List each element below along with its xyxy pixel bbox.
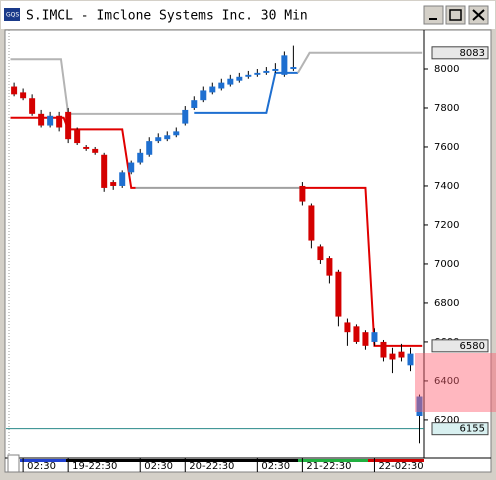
candle-body	[47, 115, 54, 126]
y-tick-label: 6800	[434, 298, 459, 309]
candle-body	[128, 162, 135, 173]
app-icon	[4, 8, 20, 21]
candle-body	[227, 78, 234, 85]
candle-body	[65, 111, 72, 140]
level-line	[10, 58, 186, 115]
candle-body	[281, 55, 288, 75]
price-tag	[431, 339, 489, 353]
y-tick-label: 7800	[434, 103, 459, 114]
price-tag	[431, 422, 489, 436]
candle-body	[398, 351, 405, 358]
candle-body	[335, 271, 342, 317]
candle-body	[389, 353, 396, 360]
price-tag	[431, 46, 489, 60]
candle-body	[110, 182, 117, 186]
candle-body	[236, 76, 243, 81]
level-line	[302, 186, 423, 347]
candle-body	[362, 332, 369, 346]
x-tick-label: 21-22:30	[306, 461, 351, 472]
close-icon	[472, 9, 485, 21]
candle-body	[191, 100, 198, 108]
session-segment	[368, 459, 424, 462]
scroll-box[interactable]	[7, 454, 20, 473]
candle-body	[20, 92, 27, 99]
candle-body	[155, 137, 162, 142]
candle-body	[209, 86, 216, 93]
x-tick-label: 02:30	[261, 461, 290, 472]
candle-body	[173, 131, 180, 136]
y-tick-label: 7000	[434, 259, 459, 270]
candle-body	[308, 205, 315, 241]
window-buttons[interactable]	[423, 5, 489, 25]
level-line	[10, 116, 136, 189]
candle-body	[299, 185, 306, 202]
session-segment	[66, 459, 298, 462]
y-tick-label: 6200	[434, 415, 459, 426]
candle-body	[11, 86, 18, 95]
candle-body	[101, 154, 108, 188]
candle-body	[56, 115, 63, 128]
highlight-region	[415, 353, 496, 412]
candle-body	[326, 258, 333, 276]
window-title: S.IMCL - Imclone Systems Inc. 30 Min	[26, 9, 308, 24]
x-tick-label: 22-02:30	[378, 461, 423, 472]
candle-body	[317, 246, 324, 261]
y-tick-label: 6400	[434, 376, 459, 387]
candle-body	[182, 109, 189, 124]
candle-body	[83, 146, 90, 149]
x-tick-label: 19-22:30	[72, 461, 117, 472]
y-tick-label: 7600	[434, 142, 459, 153]
y-tick-label: 7200	[434, 220, 459, 231]
candle-body	[407, 353, 414, 366]
x-tick-label: 02:30	[144, 461, 173, 472]
candle-body	[164, 135, 171, 140]
app-icon-text: GQS	[6, 12, 19, 19]
session-segment	[298, 459, 368, 462]
minimize-button[interactable]	[423, 5, 444, 25]
chart-area	[4, 29, 492, 473]
x-tick-label: 02:30	[27, 461, 56, 472]
candle-body	[353, 326, 360, 342]
candle-body	[290, 67, 297, 69]
candle-body	[344, 322, 351, 333]
session-bar	[20, 459, 424, 462]
price-tag-label: 6580	[460, 341, 485, 352]
candle-body	[272, 68, 279, 71]
candle-body	[245, 74, 252, 77]
candle-body	[263, 70, 270, 73]
y-tick-label: 8000	[434, 64, 459, 75]
maximize-icon	[449, 9, 462, 21]
y-tick-label: 7400	[434, 181, 459, 192]
candle-body	[38, 113, 45, 126]
candle-body	[200, 90, 207, 101]
candle-body	[416, 396, 423, 417]
maximize-button[interactable]	[445, 5, 466, 25]
level-line	[297, 51, 423, 74]
candle-body	[74, 129, 81, 144]
candle-body	[119, 172, 126, 186]
candle-body	[218, 82, 225, 89]
candle-body	[137, 152, 144, 163]
candle-body	[29, 98, 36, 114]
candle-body	[92, 148, 99, 153]
plot: 6200640066006800700072007400760078008000…	[6, 45, 489, 472]
candle-body	[254, 72, 261, 75]
price-tag-label: 6155	[460, 424, 485, 435]
title-bar	[1, 1, 495, 29]
candle-body	[146, 141, 153, 155]
x-tick-label: 20-22:30	[189, 461, 234, 472]
candle-body	[371, 332, 378, 342]
candle-body	[380, 341, 387, 358]
price-tag-label: 8083	[460, 48, 485, 59]
session-segment	[20, 459, 66, 462]
